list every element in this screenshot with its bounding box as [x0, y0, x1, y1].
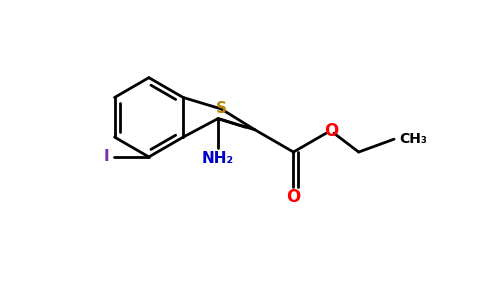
Text: NH₂: NH₂: [202, 151, 234, 166]
Text: O: O: [324, 122, 338, 140]
Text: CH₃: CH₃: [399, 132, 427, 146]
Text: S: S: [216, 101, 227, 116]
Text: O: O: [287, 188, 301, 206]
Text: I: I: [104, 149, 109, 164]
